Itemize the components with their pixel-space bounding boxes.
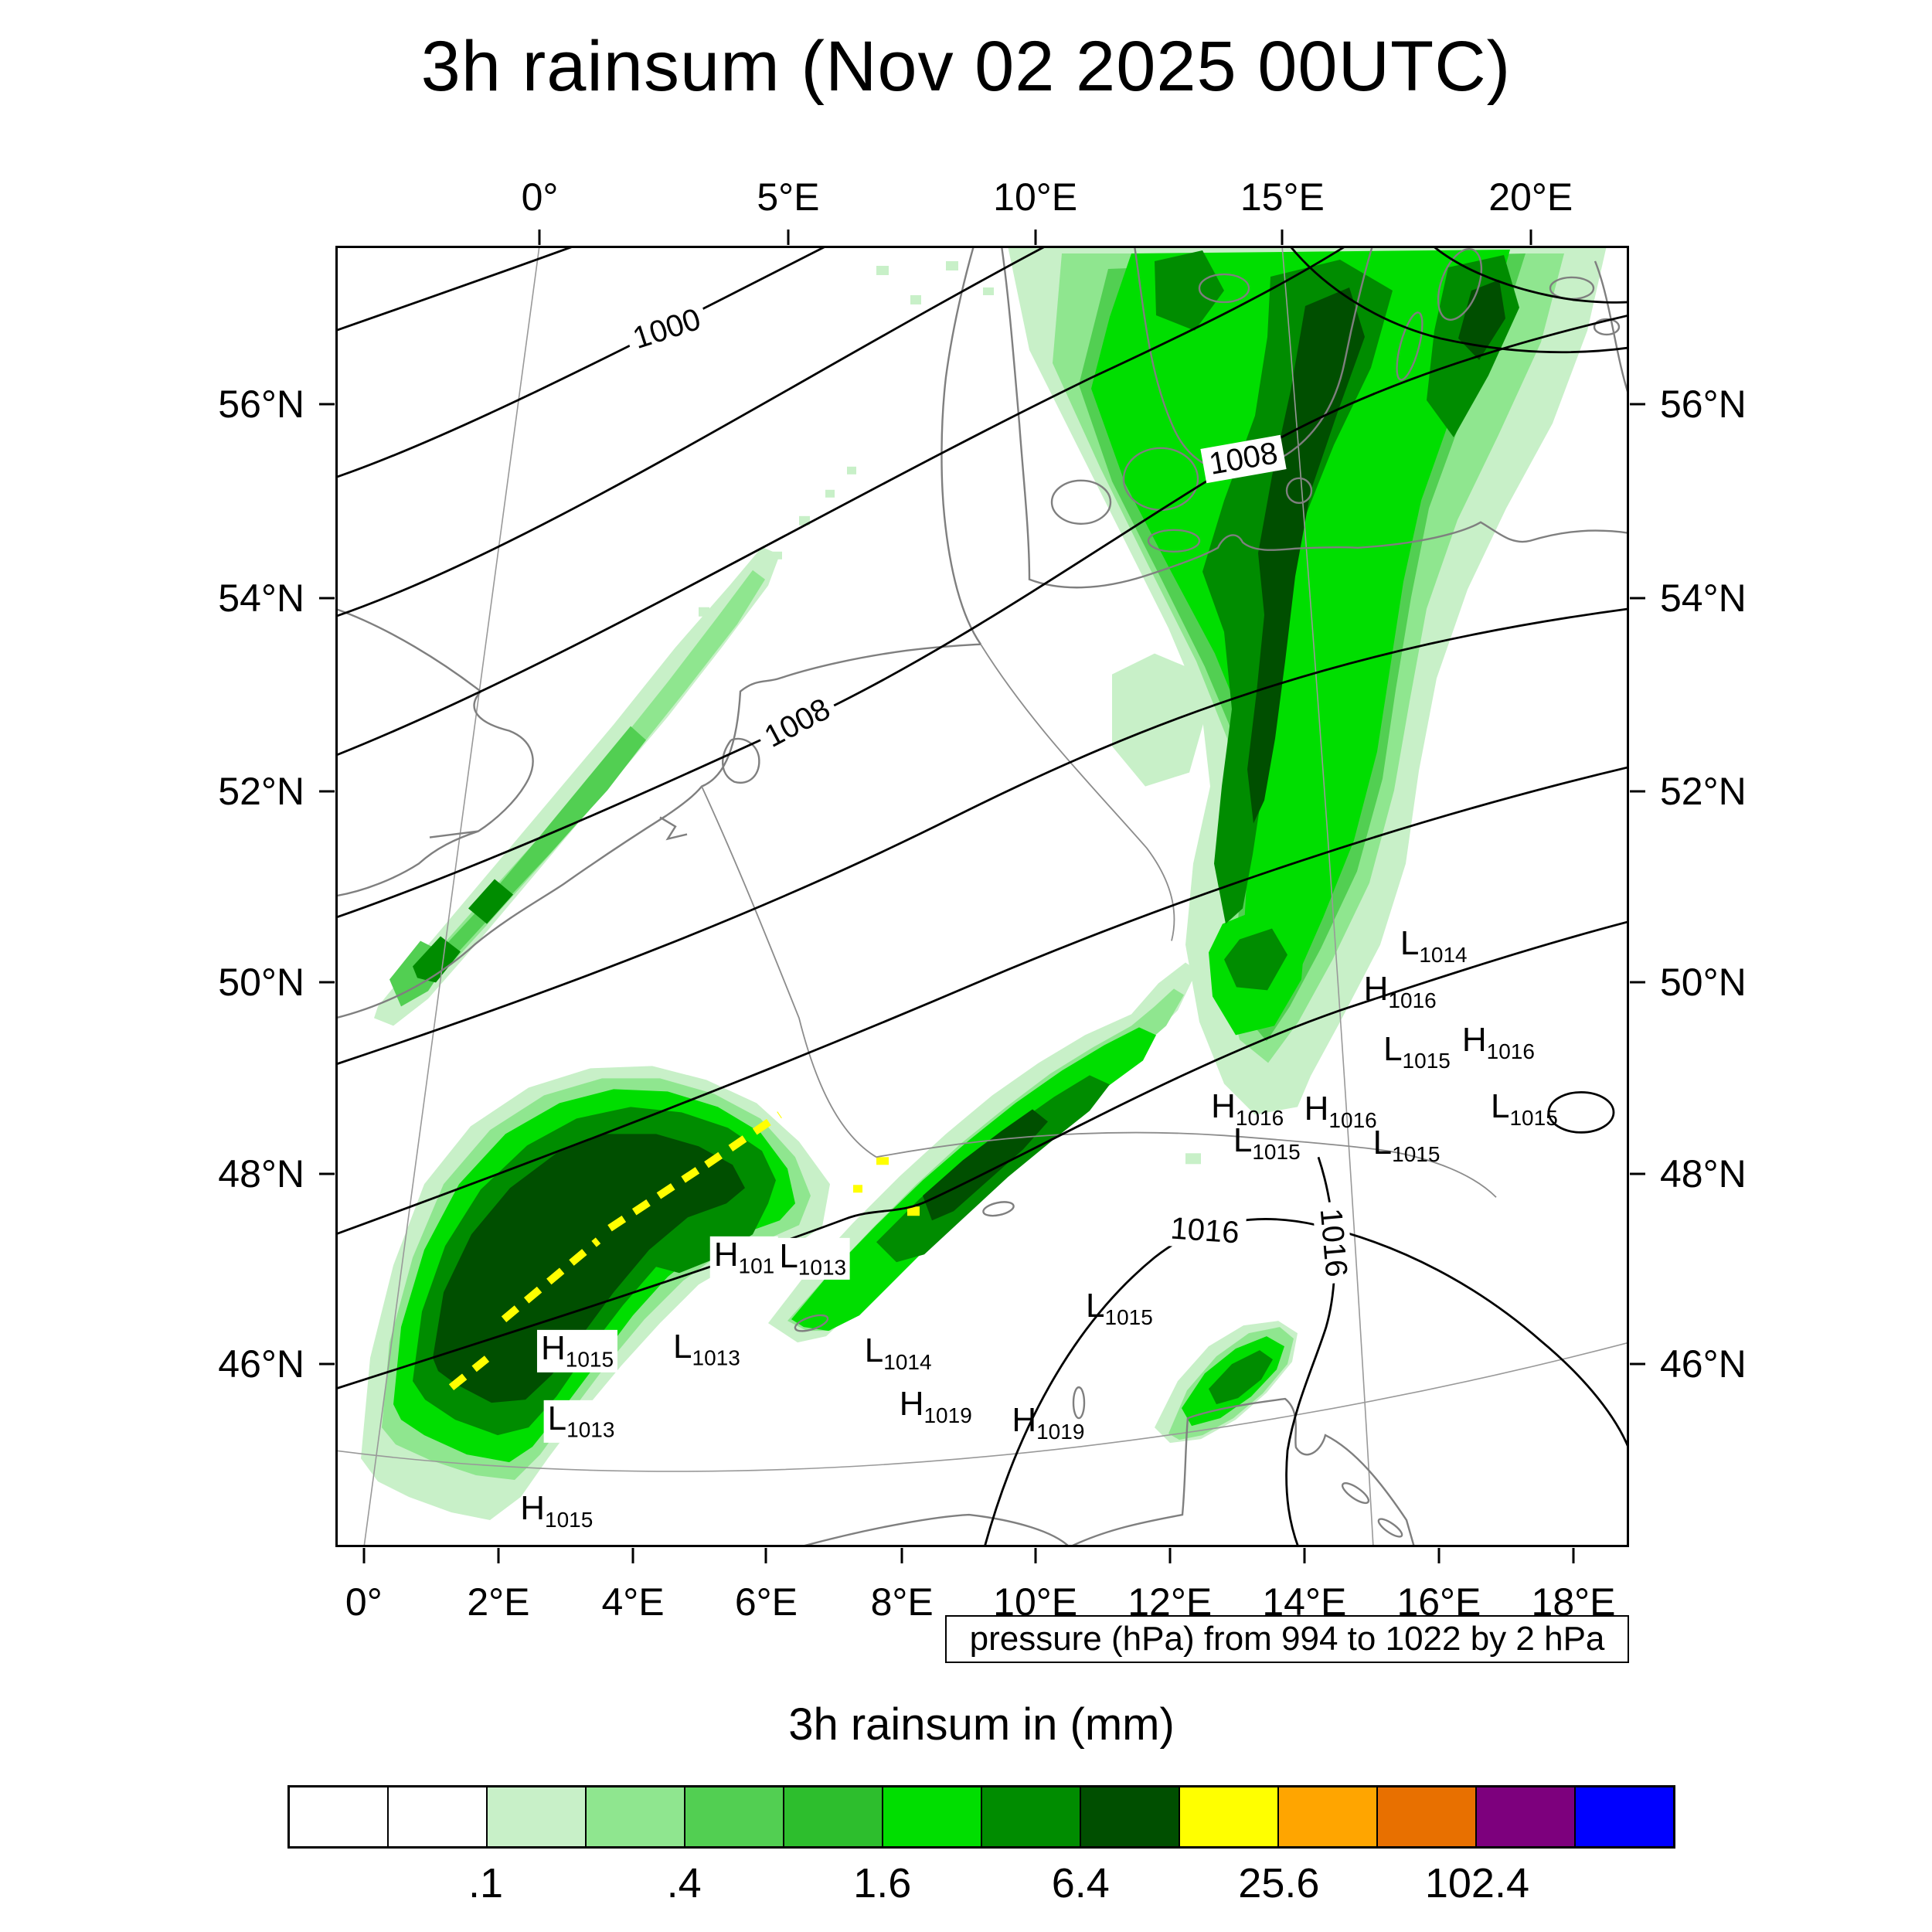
colorbar-tick-label: 6.4	[1051, 1860, 1110, 1906]
axis-tick-right	[1630, 1172, 1645, 1175]
axis-tick-bottom	[1303, 1548, 1306, 1563]
axis-tick-right	[1630, 981, 1645, 984]
colorbar-segment-1	[290, 1787, 389, 1846]
colorbar-segment-7	[883, 1787, 982, 1846]
axis-tick-bottom	[362, 1548, 366, 1563]
axis-tick-left	[319, 403, 335, 406]
map-area: L1014 H1016 L1015 H1016 L1015 H1016 H1016 L1015…	[218, 175, 1746, 1624]
axis-tick-right	[1630, 597, 1645, 600]
axis-tick-right	[1630, 790, 1645, 793]
axis-tick-bottom	[1034, 1548, 1037, 1563]
axis-tick-bottom	[900, 1548, 903, 1563]
colorbar-title: 3h rainsum in (mm)	[788, 1699, 1175, 1750]
axis-label-right: 48°N	[1660, 1151, 1747, 1196]
axis-label-left: 46°N	[218, 1342, 304, 1386]
pressure-contours-layer	[335, 246, 1629, 1547]
axis-tick-bottom	[631, 1548, 634, 1563]
axis-tick-left	[319, 1172, 335, 1175]
colorbar-tick-labels: .1 .4 1.6 6.4 25.6 102.4	[287, 1859, 1675, 1913]
pressure-caption-text: pressure (hPa) from 994 to 1022 by 2 hPa	[969, 1620, 1605, 1658]
axis-label-top: 15°E	[1240, 175, 1325, 219]
axis-tick-bottom	[764, 1548, 767, 1563]
axis-label-left: 56°N	[218, 383, 304, 427]
colorbar-segment-10	[1180, 1787, 1279, 1846]
colorbar-segment-8	[982, 1787, 1081, 1846]
colorbar-segment-12	[1378, 1787, 1477, 1846]
axis-label-right: 54°N	[1660, 577, 1747, 621]
axis-label-bottom: 6°E	[734, 1580, 798, 1624]
axis-label-top: 20°E	[1488, 175, 1573, 219]
map-frame	[335, 246, 1629, 1547]
axis-label-left: 50°N	[218, 961, 304, 1005]
axis-label-right: 56°N	[1660, 383, 1747, 427]
axis-label-left: 54°N	[218, 577, 304, 621]
colorbar-segment-3	[488, 1787, 587, 1846]
axis-label-bottom: 8°E	[870, 1580, 934, 1624]
colorbar-segment-2	[389, 1787, 488, 1846]
axis-tick-bottom	[497, 1548, 500, 1563]
axis-label-top: 10°E	[993, 175, 1078, 219]
colorbar-segment-14	[1576, 1787, 1673, 1846]
colorbar-tick-label: 1.6	[853, 1860, 912, 1906]
pressure-caption-box: pressure (hPa) from 994 to 1022 by 2 hPa	[945, 1615, 1629, 1663]
axis-label-top: 0°	[521, 175, 559, 219]
axis-label-bottom: 0°	[345, 1580, 383, 1624]
axis-tick-right	[1630, 1362, 1645, 1366]
colorbar-segment-13	[1477, 1787, 1576, 1846]
axis-tick-bottom	[1572, 1548, 1575, 1563]
axis-label-right: 52°N	[1660, 769, 1747, 813]
colorbar-tick-label: .4	[666, 1860, 702, 1906]
colorbar-tick-label: 25.6	[1238, 1860, 1320, 1906]
axis-tick-top	[1034, 230, 1037, 245]
colorbar	[287, 1785, 1675, 1849]
axis-tick-left	[319, 790, 335, 793]
heavy-rain-yellow-marks	[448, 1111, 920, 1391]
axis-tick-left	[319, 1362, 335, 1366]
axis-tick-top	[787, 230, 790, 245]
axis-tick-bottom	[1168, 1548, 1172, 1563]
axis-tick-top	[538, 230, 541, 245]
axis-tick-right	[1630, 403, 1645, 406]
axis-label-right: 50°N	[1660, 961, 1747, 1005]
page-title: 3h rainsum (Nov 02 2025 00UTC)	[420, 27, 1512, 106]
axis-label-bottom: 2°E	[467, 1580, 530, 1624]
graticule-layer	[335, 246, 1629, 1547]
colorbar-segment-6	[784, 1787, 883, 1846]
colorbar-segment-5	[685, 1787, 784, 1846]
colorbar-segment-9	[1081, 1787, 1180, 1846]
colorbar-tick-label: 102.4	[1424, 1860, 1529, 1906]
colorbar-segment-11	[1279, 1787, 1378, 1846]
axis-label-bottom: 4°E	[601, 1580, 665, 1624]
map-canvas	[335, 246, 1629, 1547]
axis-label-left: 52°N	[218, 769, 304, 813]
axis-tick-top	[1529, 230, 1532, 245]
axis-tick-left	[319, 981, 335, 984]
axis-tick-bottom	[1437, 1548, 1440, 1563]
rain-shading-layer	[361, 246, 1607, 1521]
colorbar-tick-label: .1	[468, 1860, 504, 1906]
axis-tick-left	[319, 597, 335, 600]
colorbar-segment-4	[587, 1787, 685, 1846]
axis-tick-top	[1281, 230, 1284, 245]
axis-label-left: 48°N	[218, 1151, 304, 1196]
axis-label-right: 46°N	[1660, 1342, 1747, 1386]
axis-label-top: 5°E	[757, 175, 820, 219]
